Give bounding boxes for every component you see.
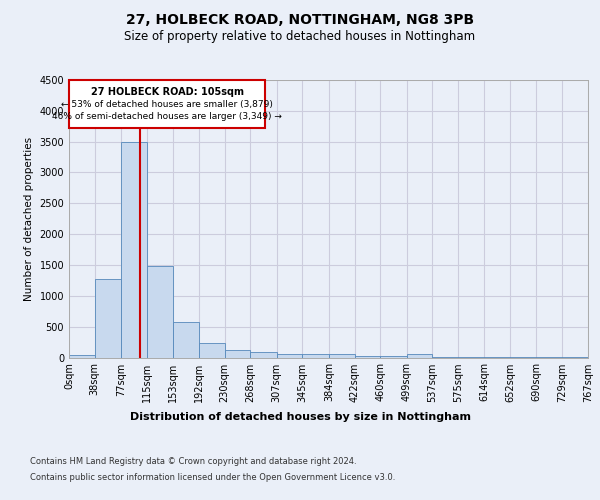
- Bar: [380, 356, 407, 358]
- Bar: [302, 354, 329, 358]
- FancyBboxPatch shape: [69, 80, 265, 128]
- Bar: [329, 354, 355, 358]
- Y-axis label: Number of detached properties: Number of detached properties: [24, 136, 34, 301]
- Bar: [355, 356, 380, 358]
- Text: Contains HM Land Registry data © Crown copyright and database right 2024.: Contains HM Land Registry data © Crown c…: [30, 458, 356, 466]
- Text: ← 53% of detached houses are smaller (3,879): ← 53% of detached houses are smaller (3,…: [61, 100, 273, 108]
- Bar: [277, 354, 302, 358]
- Bar: [95, 278, 121, 357]
- Bar: [69, 356, 95, 358]
- Text: Contains public sector information licensed under the Open Government Licence v3: Contains public sector information licen…: [30, 472, 395, 482]
- Bar: [407, 354, 433, 358]
- Text: Distribution of detached houses by size in Nottingham: Distribution of detached houses by size …: [130, 412, 470, 422]
- Bar: [121, 142, 147, 358]
- Bar: [147, 266, 173, 358]
- Text: Size of property relative to detached houses in Nottingham: Size of property relative to detached ho…: [124, 30, 476, 43]
- Bar: [173, 322, 199, 358]
- Bar: [199, 342, 224, 357]
- Text: 27, HOLBECK ROAD, NOTTINGHAM, NG8 3PB: 27, HOLBECK ROAD, NOTTINGHAM, NG8 3PB: [126, 12, 474, 26]
- Bar: [250, 352, 277, 358]
- Text: 46% of semi-detached houses are larger (3,349) →: 46% of semi-detached houses are larger (…: [52, 112, 282, 120]
- Text: 27 HOLBECK ROAD: 105sqm: 27 HOLBECK ROAD: 105sqm: [91, 87, 244, 97]
- Bar: [224, 350, 250, 358]
